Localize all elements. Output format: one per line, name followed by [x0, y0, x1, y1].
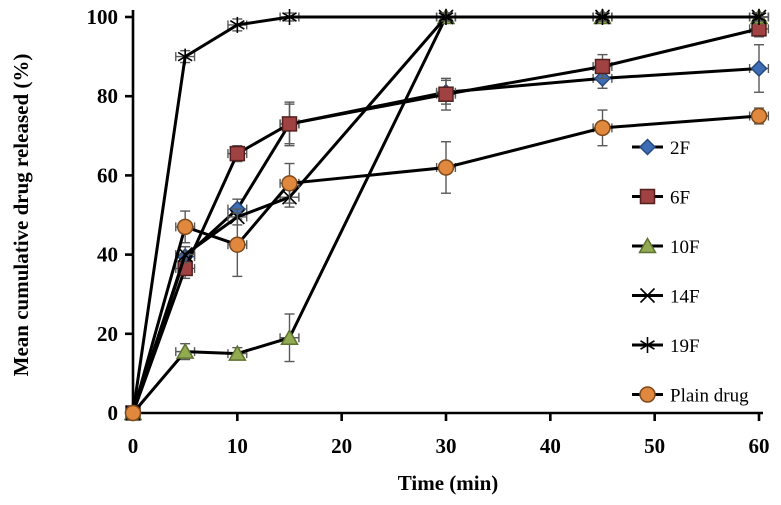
data-point-10f: [280, 328, 299, 346]
x-tick-label: 0: [128, 434, 139, 458]
legend-marker-19f: [640, 337, 655, 353]
legend-label: 14F: [670, 287, 700, 308]
data-point-14f: [177, 247, 193, 263]
x-tick-label: 30: [436, 434, 457, 458]
y-tick-label: 40: [97, 243, 118, 267]
x-tick-label: 10: [227, 434, 248, 458]
data-point-plain-drug: [176, 218, 194, 236]
legend-item-19f: 19F: [632, 336, 700, 357]
legend-label: 10F: [670, 237, 700, 258]
legend-marker-6f: [639, 188, 656, 205]
x-tick-label: 20: [331, 434, 352, 458]
series-markers-14f: [125, 9, 767, 421]
data-point-19f: [229, 16, 245, 33]
series-markers-6f: [125, 21, 767, 421]
x-tick-label: 40: [540, 434, 561, 458]
data-point-plain-drug: [750, 107, 768, 125]
legend-label: Plain drug: [670, 386, 749, 407]
x-axis-title: Time (min): [398, 471, 499, 495]
series-markers-plain-drug: [124, 107, 768, 422]
data-point-plain-drug: [124, 404, 142, 422]
legend-item-plain-drug: Plain drug: [632, 386, 749, 407]
legend-label: 2F: [670, 138, 690, 159]
legend-marker-plain-drug: [639, 386, 656, 403]
legend-item-14f: 14F: [632, 287, 700, 308]
legend-item-10f: 10F: [632, 236, 700, 258]
legend-marker-10f: [638, 236, 657, 254]
legend-marker-14f: [639, 287, 656, 304]
data-point-6f: [229, 145, 246, 162]
legend-label: 6F: [670, 188, 690, 209]
data-point-19f: [177, 48, 193, 65]
y-tick-label: 20: [97, 322, 118, 346]
data-point-plain-drug: [594, 119, 611, 137]
y-tick-label: 100: [87, 5, 119, 29]
series-markers-10f: [123, 7, 769, 421]
data-point-19f: [751, 9, 767, 25]
data-point-19f: [595, 9, 610, 25]
data-point-19f: [438, 9, 454, 25]
legend-item-2f: 2F: [632, 138, 690, 159]
data-point-plain-drug: [281, 175, 298, 192]
y-axis-title: Mean cumulative drug released (%): [9, 54, 33, 377]
y-tick-label: 60: [97, 163, 118, 187]
data-point-6f: [281, 116, 298, 132]
legend-item-6f: 6F: [632, 188, 690, 209]
series-line-10f: [131, 15, 761, 415]
data-point-6f: [438, 86, 454, 102]
data-point-plain-drug: [437, 159, 455, 176]
y-tick-label: 0: [108, 401, 119, 425]
x-tick-label: 60: [749, 434, 770, 458]
data-point-10f: [175, 342, 195, 359]
x-tick-label: 50: [644, 434, 665, 458]
data-point-10f: [228, 344, 247, 361]
data-point-plain-drug: [229, 236, 246, 253]
data-point-6f: [594, 58, 611, 75]
legend-marker-2f: [638, 138, 657, 156]
data-point-19f: [282, 9, 297, 25]
legend-label: 19F: [670, 336, 700, 357]
series-markers-19f: [125, 9, 767, 421]
legend: 2F 6F 10F 14F 19F Plain drug: [632, 138, 749, 407]
data-point-2f: [750, 59, 768, 78]
y-tick-label: 80: [97, 84, 118, 108]
